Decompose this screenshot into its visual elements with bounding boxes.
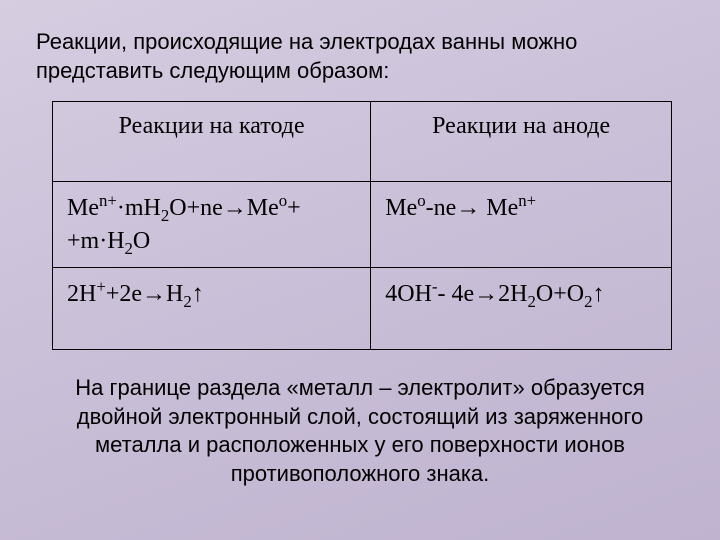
anode-cell-1: Meo-ne→ Men+ (371, 182, 672, 268)
cathode-cell-1: Men+·mH2O+ne→Meo++m·H2O (53, 182, 371, 268)
anode-cell-2: 4OH-- 4e→2H2O+O2↑ (371, 267, 672, 349)
outro-text: На границе раздела «металл – электролит»… (36, 374, 684, 488)
reactions-table: Реакции на катоде Реакции на аноде Men+·… (52, 101, 672, 350)
cathode-cell-2: 2H++2e→H2↑ (53, 267, 371, 349)
header-cathode: Реакции на катоде (53, 102, 371, 182)
header-anode: Реакции на аноде (371, 102, 672, 182)
intro-text: Реакции, происходящие на электродах ванн… (36, 28, 684, 85)
table-header-row: Реакции на катоде Реакции на аноде (53, 102, 672, 182)
table-row: Men+·mH2O+ne→Meo++m·H2O Meo-ne→ Men+ (53, 182, 672, 268)
table-row: 2H++2e→H2↑ 4OH-- 4e→2H2O+O2↑ (53, 267, 672, 349)
